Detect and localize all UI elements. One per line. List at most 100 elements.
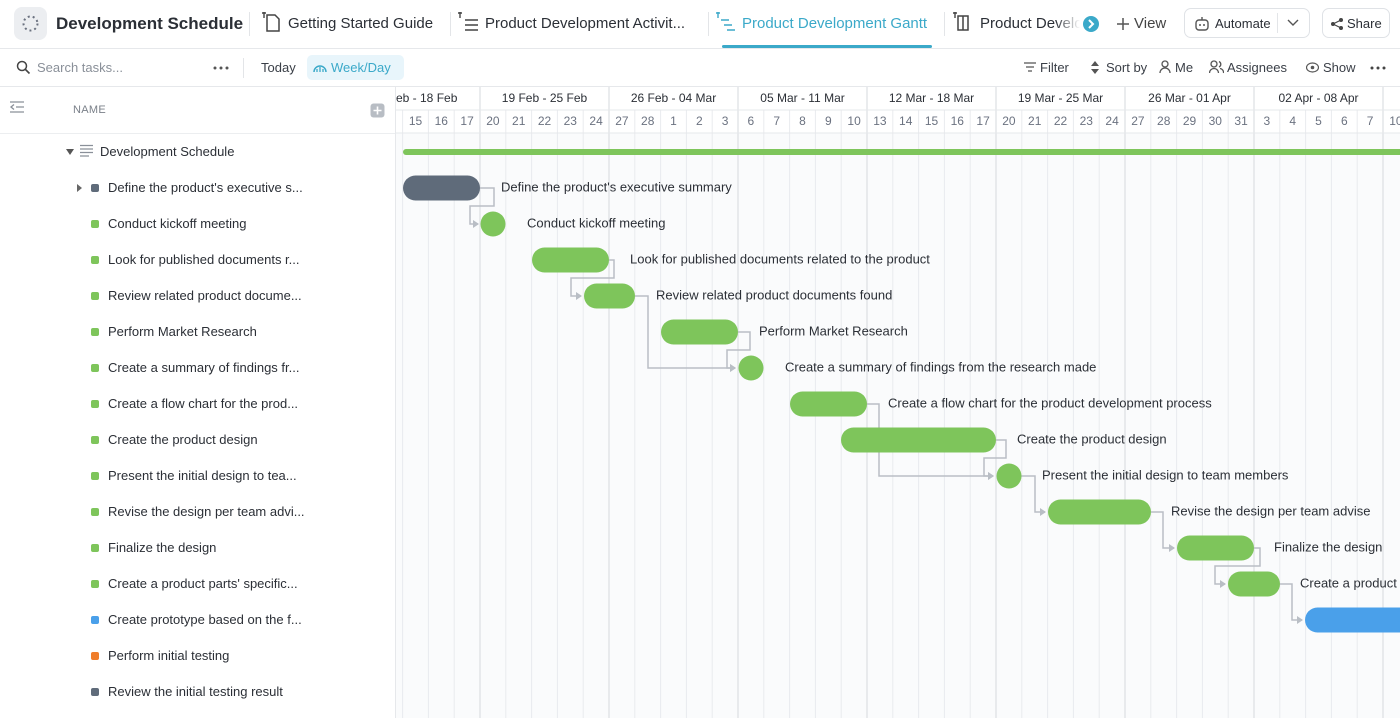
space-icon[interactable] [14, 7, 47, 40]
tab-icon [262, 12, 280, 32]
search-icon [16, 60, 31, 75]
day-label: 15 [925, 114, 939, 128]
day-label: 27 [1131, 114, 1145, 128]
milestone [480, 211, 506, 237]
day-label: 17 [976, 114, 990, 128]
me-button[interactable]: Me [1175, 60, 1194, 75]
share-button[interactable]: Share [1322, 8, 1390, 38]
week-label: 19 Mar - 25 Mar [1018, 91, 1103, 105]
day-label: 15 [409, 114, 423, 128]
task-bar [790, 391, 867, 417]
tab[interactable]: Product Development Activit... [485, 15, 686, 32]
automate-button[interactable]: Automate [1184, 8, 1310, 38]
task-bar [1177, 535, 1254, 561]
day-label: 23 [564, 114, 578, 128]
add-view[interactable]: View [1134, 15, 1167, 32]
week-label: 26 Feb - 04 Mar [631, 91, 716, 105]
week-label: 02 Apr - 08 Apr [1278, 91, 1358, 105]
plus-icon [1117, 18, 1129, 30]
dependency-line [983, 439, 1007, 477]
task-bar [1228, 571, 1280, 597]
dependency-line [1151, 511, 1174, 549]
share-label: Share [1347, 16, 1382, 31]
task-name[interactable]: Create a summary of findings fr... [108, 360, 300, 375]
tab-active[interactable]: Product Development Gantt [742, 15, 928, 32]
tab-underline [722, 45, 932, 48]
assignees-button[interactable]: Assignees [1227, 60, 1287, 75]
day-label: 24 [589, 114, 603, 128]
scale-button[interactable]: Week/Day [307, 55, 404, 80]
chevron [1287, 19, 1299, 26]
column-header: NAME [73, 104, 106, 116]
dependency-arrow [1220, 580, 1226, 588]
tab-icon [716, 12, 735, 31]
add-column[interactable] [370, 103, 385, 118]
task-name[interactable]: Present the initial design to tea... [108, 468, 297, 483]
bar-label: Create a product [1300, 575, 1397, 590]
day-label: 16 [435, 114, 449, 128]
week-label: eb - 18 Feb [396, 91, 458, 105]
tab[interactable]: Product Develo [980, 15, 1080, 32]
tab[interactable]: Getting Started Guide [288, 15, 434, 32]
task-name[interactable]: Perform Market Research [108, 324, 257, 339]
group-icon [80, 144, 93, 157]
task-name[interactable]: Revise the design per team advi... [108, 504, 305, 519]
day-label: 21 [512, 114, 526, 128]
status-dot [91, 220, 99, 228]
day-label: 16 [951, 114, 965, 128]
task-name[interactable]: Perform initial testing [108, 648, 230, 663]
day-label: 20 [486, 114, 500, 128]
show-button[interactable]: Show [1323, 60, 1356, 75]
task-name[interactable]: Review related product docume... [108, 288, 302, 303]
week-label: 12 Mar - 18 Mar [889, 91, 974, 105]
separator [243, 58, 244, 78]
row-expand[interactable] [76, 183, 83, 193]
bar-label: Perform Market Research [759, 323, 908, 338]
bar-label: Create a flow chart for the product deve… [888, 395, 1212, 410]
top-bar: Development Schedule Getting Started Gui… [0, 0, 1400, 49]
bar-label: Create the product design [1017, 431, 1167, 446]
week-label: 05 Mar - 11 Mar [760, 91, 844, 105]
automate-label: Automate [1215, 16, 1271, 31]
bar-label: Define the product's executive summary [501, 179, 732, 194]
today-button[interactable]: Today [261, 60, 296, 75]
task-name[interactable]: Create a flow chart for the prod... [108, 396, 299, 411]
task-name[interactable]: Create the product design [108, 432, 258, 447]
task-name[interactable]: Create a product parts' specific... [108, 576, 298, 591]
tabs-scroll-button[interactable] [1082, 15, 1100, 33]
day-label: 10 [1389, 114, 1400, 128]
tab-icon [458, 12, 478, 31]
day-label: 1 [670, 114, 677, 128]
status-dot [91, 292, 99, 300]
search-input[interactable]: Search tasks... [37, 60, 123, 75]
day-label: 5 [1315, 114, 1322, 128]
task-bar [403, 175, 480, 201]
day-label: 8 [799, 114, 806, 128]
sort-button[interactable]: Sort by [1106, 60, 1148, 75]
day-label: 7 [773, 114, 780, 128]
task-name[interactable]: Define the product's executive s... [108, 180, 303, 195]
filter-button[interactable]: Filter [1040, 60, 1069, 75]
group-caret[interactable] [65, 148, 75, 156]
more-icon[interactable] [212, 65, 230, 71]
status-dot [91, 580, 99, 588]
task-name[interactable]: Conduct kickoff meeting [108, 216, 247, 231]
dependency-line [726, 331, 751, 369]
task-name[interactable]: Finalize the design [108, 540, 217, 555]
day-label: 10 [847, 114, 861, 128]
dependency-arrow [1040, 508, 1046, 516]
collapse-icon[interactable] [9, 100, 25, 114]
group-name: Development Schedule [100, 144, 235, 159]
task-bar [841, 427, 996, 453]
day-label: 21 [1028, 114, 1042, 128]
task-name[interactable]: Create prototype based on the f... [108, 612, 302, 627]
task-name[interactable]: Look for published documents r... [108, 252, 300, 267]
day-label: 20 [1002, 114, 1016, 128]
day-label: 3 [1264, 114, 1271, 128]
more-icon[interactable] [1370, 65, 1386, 71]
week-label: 26 Mar - 01 Apr [1148, 91, 1231, 105]
dependency-arrow [988, 472, 994, 480]
task-name[interactable]: Review the initial testing result [108, 684, 283, 699]
bar-label: Finalize the design [1274, 539, 1382, 554]
day-label: 6 [748, 114, 755, 128]
